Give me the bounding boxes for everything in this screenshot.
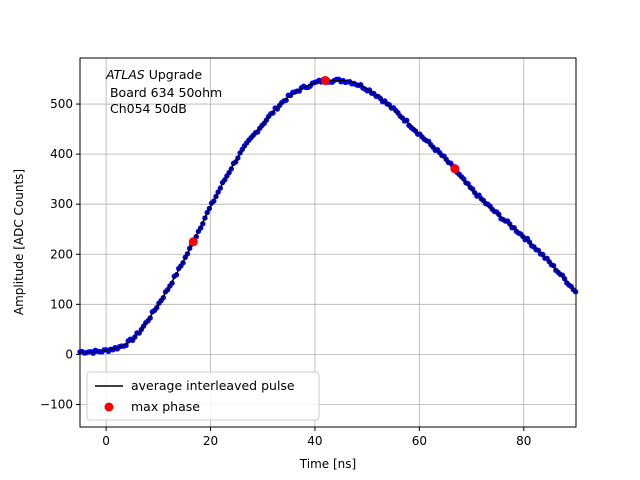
y-axis-ticks: −100 0 100 200 300 400 500 [40, 97, 80, 411]
sample-point [283, 97, 289, 103]
upgrade-label: Upgrade [145, 67, 203, 82]
sample-point [404, 117, 410, 124]
channel-annotation: Ch054 50dB [106, 101, 187, 116]
y-tick-label: 0 [65, 347, 73, 361]
x-tick-label: 60 [412, 434, 427, 448]
x-axis-ticks: 0 20 40 60 80 [102, 427, 531, 448]
x-tick-label: 80 [516, 434, 531, 448]
y-tick-label: 500 [50, 97, 73, 111]
y-tick-label: 200 [50, 247, 73, 261]
plot-frame [79, 57, 577, 428]
legend-box [86, 371, 320, 421]
x-axis-label: Time [ns] [299, 457, 356, 471]
atlas-label: ATLAS [105, 67, 145, 82]
atlas-annotation-line1: ATLAS Upgrade [105, 67, 202, 82]
y-tick-label: 400 [50, 147, 73, 161]
y-tick-label: 100 [50, 297, 73, 311]
y-axis-label: Amplitude [ADC Counts] [12, 169, 26, 315]
x-tick-label: 20 [203, 434, 218, 448]
y-tick-label: −100 [40, 397, 73, 411]
board-annotation: Board 634 50ohm [106, 85, 222, 100]
max-phase-point [450, 164, 460, 174]
max-phase-points [188, 76, 460, 247]
legend: average interleaved pulse max phase [86, 371, 320, 421]
legend-marker-swatch [104, 402, 114, 412]
legend-entry-max-phase: max phase [131, 399, 200, 414]
x-tick-label: 0 [102, 434, 110, 448]
y-tick-label: 300 [50, 197, 73, 211]
max-phase-point [188, 237, 198, 247]
legend-entry-average: average interleaved pulse [131, 378, 295, 393]
x-tick-label: 40 [307, 434, 322, 448]
max-phase-point [320, 76, 330, 86]
